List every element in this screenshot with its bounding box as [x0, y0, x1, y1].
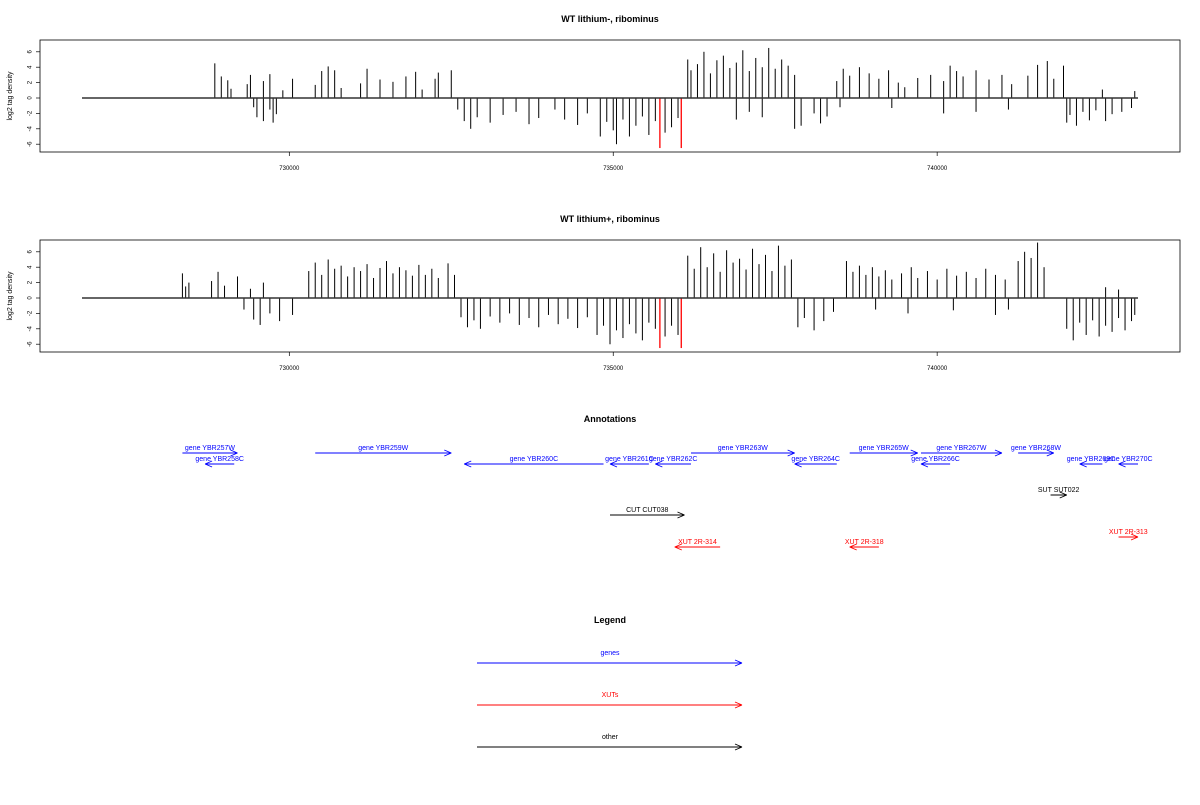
gene-arrow — [315, 449, 452, 457]
gene-label: gene YBR270C — [1104, 456, 1153, 463]
gene-label: gene YBR266C — [911, 456, 960, 463]
legend-arrow — [477, 701, 743, 709]
legend-label: genes — [600, 650, 620, 657]
y-tick-label: -6 — [28, 141, 34, 147]
annotations-title: Annotations — [584, 414, 637, 424]
x-tick-label: 740000 — [927, 366, 948, 372]
legend-arrow — [477, 659, 743, 667]
gene-label: gene YBR263W — [718, 445, 768, 452]
y-tick-label: 0 — [28, 296, 34, 300]
legend-title: Legend — [594, 615, 626, 625]
highlight-series — [659, 98, 682, 149]
gene-label: gene YBR258C — [195, 456, 244, 463]
gene-label: gene YBR265W — [859, 445, 909, 452]
other-feature-label: CUT CUT038 — [626, 507, 668, 514]
annotation-features: gene YBR257W gene YBR258C gene YBR259W gene… — [182, 445, 1153, 551]
xut-arrow — [849, 543, 879, 551]
x-tick-label: 735000 — [603, 166, 624, 172]
panel-lithium-plus: WT lithium+, ribominus log2 tag density … — [7, 214, 1181, 372]
xut-label: XUT 2R-314 — [678, 539, 717, 546]
xut-arrow — [674, 543, 721, 551]
gene-arrow — [1118, 460, 1138, 468]
gene-arrow — [464, 460, 604, 468]
other-feature-label: SUT SUT022 — [1038, 487, 1080, 494]
gene-arrow — [204, 460, 235, 468]
gene-label: gene YBR264C — [791, 456, 840, 463]
gene-label: gene YBR260C — [510, 456, 559, 463]
gene-arrow — [1079, 460, 1103, 468]
other-feature-arrow — [1050, 491, 1067, 499]
gene-label: gene YBR267W — [936, 445, 986, 452]
xut-arrow — [1118, 533, 1139, 541]
x-tick-label: 740000 — [927, 166, 948, 172]
y-tick-label: -2 — [28, 110, 34, 116]
y-axis-label: log2 tag density — [7, 71, 14, 121]
gene-label: gene YBR259W — [358, 445, 408, 452]
y-tick-label: -4 — [28, 325, 34, 331]
gene-arrow — [655, 460, 691, 468]
gene-label: gene YBR262C — [649, 456, 698, 463]
x-tick-label: 730000 — [279, 366, 300, 372]
y-tick-label: 4 — [28, 65, 34, 69]
y-tick-label: 6 — [28, 249, 34, 253]
gene-label: gene YBR269C — [1067, 456, 1116, 463]
highlight-series — [659, 298, 682, 349]
gene-arrow — [609, 460, 649, 468]
x-tick-label: 735000 — [603, 366, 624, 372]
plot-frame — [39, 239, 1181, 353]
y-tick-label: 6 — [28, 49, 34, 53]
gene-arrow — [690, 449, 795, 457]
xut-label: XUT 2R-313 — [1109, 529, 1148, 536]
legend: Legend genes XUTs other — [477, 615, 743, 751]
legend-items: genes XUTs other — [477, 650, 743, 751]
other-feature-arrow — [610, 511, 685, 519]
gene-arrow — [794, 460, 837, 468]
gene-label: gene YBR257W — [185, 445, 235, 452]
y-axis: -6 -4 -2 0 2 4 6 — [28, 249, 40, 347]
y-tick-label: -6 — [28, 341, 34, 347]
y-tick-label: -4 — [28, 125, 34, 131]
gene-arrow — [920, 460, 951, 468]
legend-label: XUTs — [602, 692, 619, 699]
y-tick-label: 0 — [28, 96, 34, 100]
gene-label: gene YBR268W — [1011, 445, 1061, 452]
gene-label: gene YBR261C — [605, 456, 654, 463]
x-axis: 730000 735000 740000 — [279, 352, 948, 372]
y-tick-label: 2 — [28, 80, 34, 84]
y-tick-label: 2 — [28, 280, 34, 284]
plot-frame — [39, 39, 1181, 153]
chart-title: WT lithium-, ribominus — [561, 14, 659, 24]
panel-lithium-minus: WT lithium-, ribominus log2 tag density … — [7, 14, 1181, 172]
y-axis-label: log2 tag density — [7, 271, 14, 321]
x-axis: 730000 735000 740000 — [279, 152, 948, 172]
xut-label: XUT 2R-318 — [845, 539, 884, 546]
x-tick-label: 730000 — [279, 166, 300, 172]
y-tick-label: -2 — [28, 310, 34, 316]
bar-series — [214, 47, 1136, 145]
gene-arrow — [849, 449, 918, 457]
chart-title: WT lithium+, ribominus — [560, 214, 660, 224]
gene-arrow — [182, 449, 238, 457]
bar-series — [181, 242, 1136, 345]
y-axis: -6 -4 -2 0 2 4 6 — [28, 49, 40, 147]
y-tick-label: 4 — [28, 265, 34, 269]
legend-arrow — [477, 743, 743, 751]
legend-label: other — [602, 734, 619, 741]
gene-arrow — [1018, 449, 1054, 457]
gene-arrow — [920, 449, 1003, 457]
